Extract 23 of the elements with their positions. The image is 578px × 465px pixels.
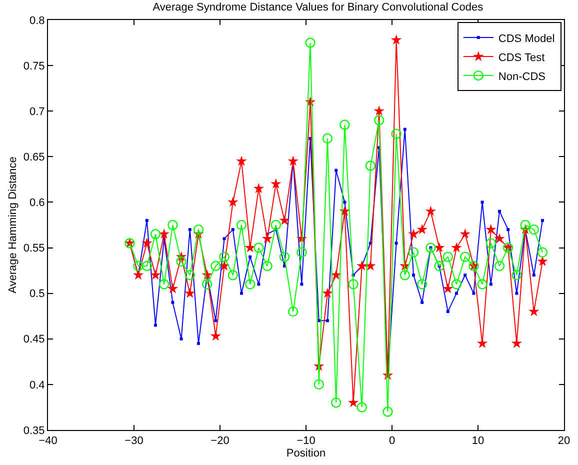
x-tick-label: 20 xyxy=(558,435,570,448)
y-tick-label: 0.8 xyxy=(30,14,45,27)
y-axis-title: Average Hamming Distance xyxy=(7,156,20,294)
y-tick-label: 0.4 xyxy=(30,379,45,392)
legend-label: Non-CDS xyxy=(498,70,546,83)
x-tick-label: 0 xyxy=(388,435,396,448)
legend-label: CDS Test xyxy=(498,52,545,64)
x-tick-label: −30 xyxy=(124,435,144,448)
x-tick-label: −10 xyxy=(296,435,316,448)
y-tick-label: 0.65 xyxy=(23,152,45,164)
x-tick-label: 10 xyxy=(472,435,484,448)
x-axis-title: Position xyxy=(286,447,326,460)
y-tick-label: 0.55 xyxy=(23,242,45,255)
chart-title: Average Syndrome Distance Values for Binary Convolutional Codes xyxy=(152,2,484,14)
y-tick-label: 0.45 xyxy=(23,334,45,346)
y-tick-label: 0.75 xyxy=(23,60,45,72)
x-tick-label: −40 xyxy=(38,435,58,448)
legend-label: CDS Model xyxy=(498,32,555,45)
y-tick-label: 0.7 xyxy=(30,106,45,118)
y-tick-label: 0.5 xyxy=(30,288,45,300)
y-tick-label: 0.6 xyxy=(30,197,45,210)
y-tick-label: 0.35 xyxy=(23,424,45,437)
x-tick-label: −20 xyxy=(210,435,230,448)
